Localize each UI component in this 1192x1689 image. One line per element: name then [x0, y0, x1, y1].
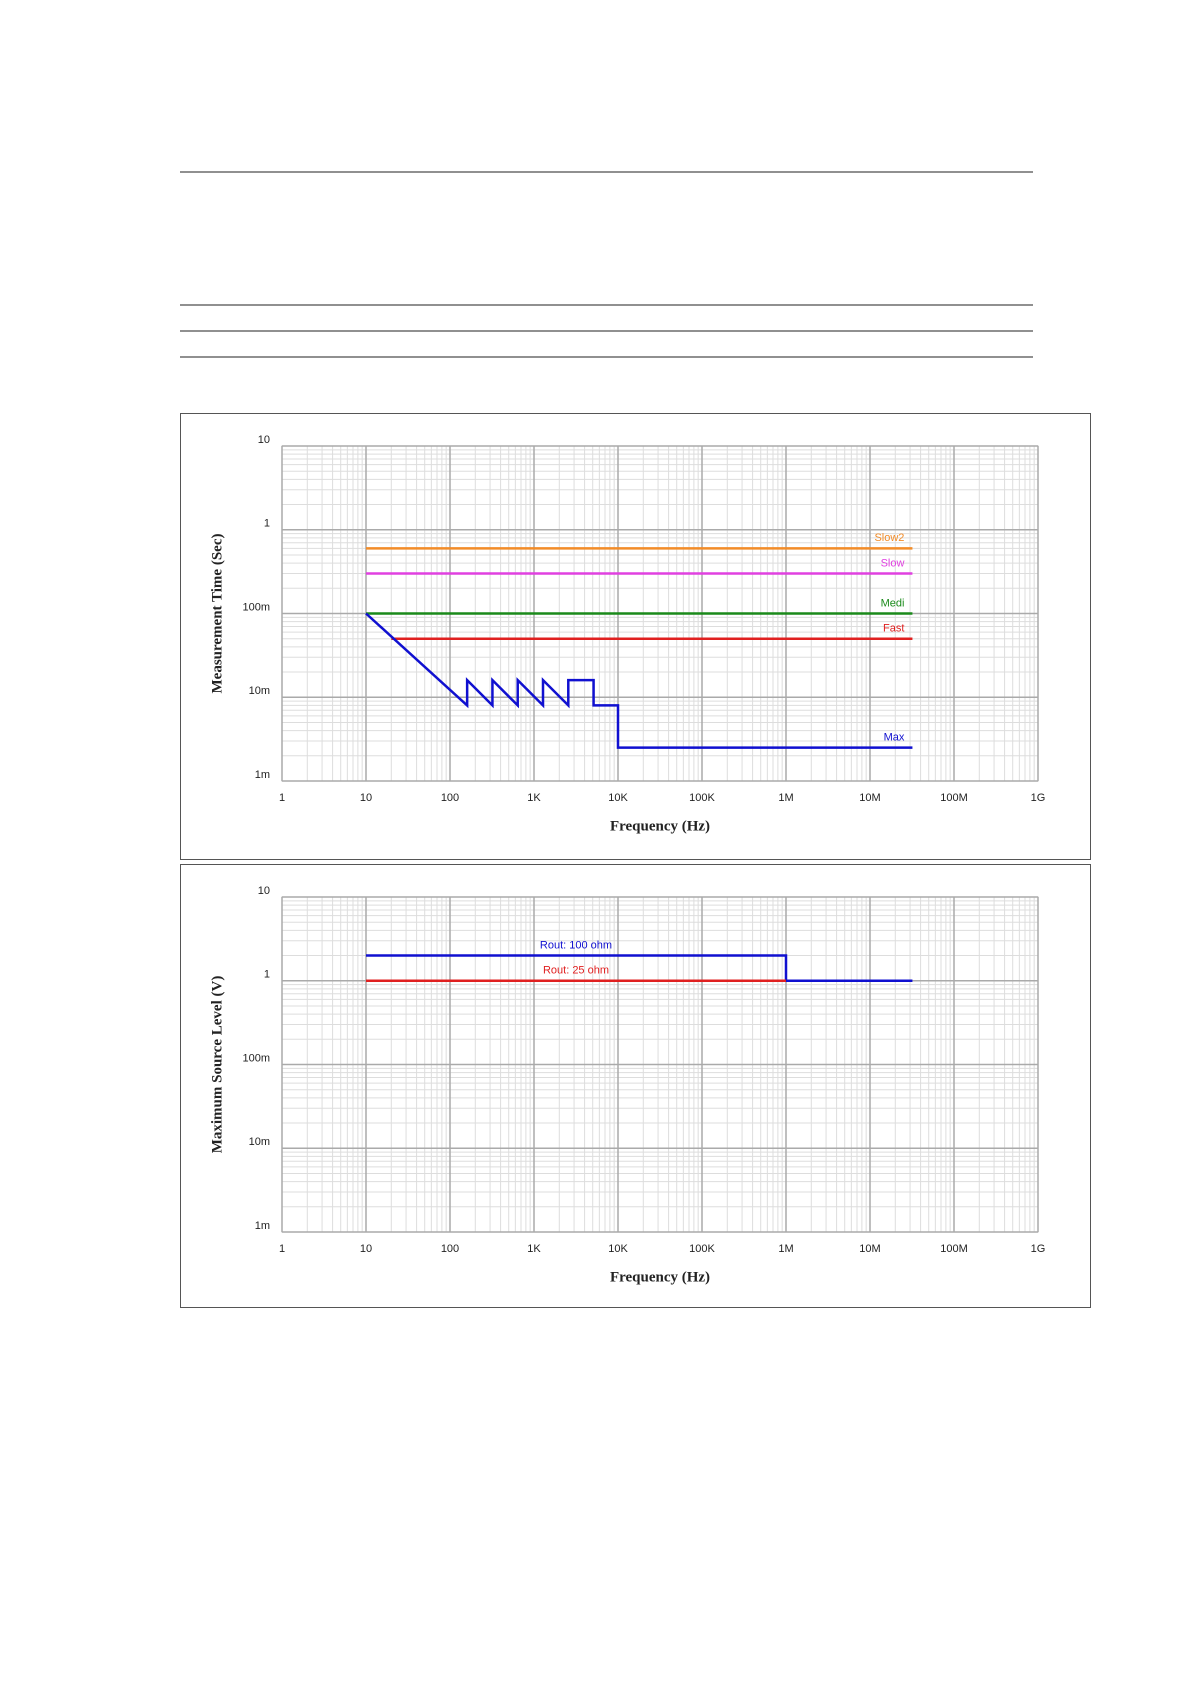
x-tick-label: 1G: [1031, 792, 1046, 804]
series-label: Max: [884, 732, 905, 744]
x-axis-title: Frequency (Hz): [610, 818, 710, 834]
x-tick-label: 10K: [608, 792, 628, 804]
x-tick-label: 10: [360, 792, 372, 804]
y-tick-label: 10m: [249, 685, 270, 697]
series-label: Fast: [883, 623, 904, 635]
x-tick-label: 100: [441, 1243, 459, 1255]
y-tick-label: 10m: [249, 1136, 270, 1148]
x-tick-label: 100M: [940, 792, 968, 804]
x-axis-title: Frequency (Hz): [610, 1269, 710, 1285]
y-tick-label: 10: [258, 885, 270, 897]
x-tick-label: 1: [279, 1243, 285, 1255]
x-tick-label: 100M: [940, 1243, 968, 1255]
y-tick-label: 10: [258, 434, 270, 446]
series-label: Slow: [881, 557, 905, 569]
y-axis-title: Maximum Source Level (V): [209, 976, 225, 1154]
x-tick-label: 1G: [1031, 1243, 1046, 1255]
chart-frame: [180, 864, 1091, 1308]
x-tick-label: 1: [279, 792, 285, 804]
x-tick-label: 1K: [527, 1243, 541, 1255]
y-tick-label: 1m: [255, 769, 270, 781]
x-tick-label: 1M: [778, 1243, 793, 1255]
series-line: [366, 954, 913, 982]
series-label: Rout: 100 ohm: [540, 939, 612, 951]
series-label: Medi: [881, 597, 905, 609]
series-line: [365, 612, 913, 749]
y-tick-label: 100m: [242, 601, 270, 613]
y-tick-label: 100m: [242, 1052, 270, 1064]
x-tick-label: 1K: [527, 792, 541, 804]
series-label: Slow2: [874, 532, 904, 544]
series-label: Rout: 25 ohm: [543, 965, 609, 977]
x-tick-label: 10K: [608, 1243, 628, 1255]
x-tick-label: 100K: [689, 1243, 715, 1255]
rules: [180, 171, 1033, 358]
y-tick-label: 1: [264, 969, 270, 981]
x-tick-label: 10M: [859, 1243, 880, 1255]
x-tick-label: 1M: [778, 792, 793, 804]
y-axis-title: Measurement Time (Sec): [209, 534, 225, 694]
x-tick-label: 100K: [689, 792, 715, 804]
y-tick-label: 1: [264, 518, 270, 530]
x-tick-label: 100: [441, 792, 459, 804]
y-tick-label: 1m: [255, 1220, 270, 1232]
chart-frame: [180, 413, 1091, 860]
x-tick-label: 10: [360, 1243, 372, 1255]
x-tick-label: 10M: [859, 792, 880, 804]
